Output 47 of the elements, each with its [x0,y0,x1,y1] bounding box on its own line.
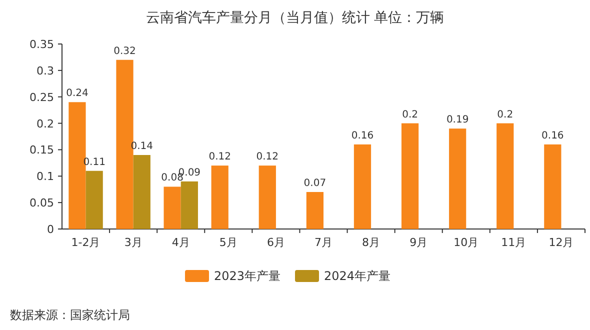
data-label: 0.2 [402,109,418,120]
y-tick-label: 0.15 [30,144,54,157]
x-tick-label: 6月 [266,236,285,249]
bar [180,181,198,229]
x-tick-label: 5月 [219,236,238,249]
data-label: 0.32 [114,46,136,57]
data-label: 0.16 [542,130,564,142]
data-label: 0.07 [304,178,326,189]
bar [544,144,562,229]
bar [401,123,419,229]
data-label: 0.2 [497,109,514,120]
source-note: 数据来源：国家统计局 [10,308,130,322]
legend-label: 2023年产量 [214,269,281,283]
data-label: 0.19 [446,114,469,126]
bar [449,128,466,229]
bar [258,166,276,229]
bar [133,155,150,229]
x-tick-label: 1-2月 [71,236,100,249]
bar [116,60,134,229]
bar [164,186,181,229]
y-tick-label: 0 [47,223,54,236]
data-label: 0.16 [351,130,374,142]
bar [354,144,372,229]
bar [306,192,324,229]
data-label: 0.12 [256,152,279,163]
y-tick-label: 0.1 [36,170,54,184]
data-label: 0.24 [66,88,88,100]
y-tick-label: 0.3 [36,64,54,78]
bar [86,170,103,229]
x-tick-label: 12月 [548,236,574,249]
y-tick-label: 0.35 [30,38,54,51]
bar [68,102,86,229]
x-tick-label: 8月 [362,236,380,249]
x-tick-label: 11月 [501,236,526,249]
legend-label: 2024年产量 [324,269,391,283]
y-tick-label: 0.25 [30,90,54,104]
x-tick-label: 9月 [410,236,428,249]
bar [211,166,228,229]
bar [496,123,514,229]
y-tick-label: 0.05 [30,196,54,210]
x-tick-label: 3月 [124,236,142,249]
x-tick-label: 10月 [454,236,479,249]
chart-title: 云南省汽车产量分月（当月值）统计 单位：万辆 [146,10,444,26]
x-tick-label: 4月 [172,236,190,249]
y-tick-label: 0.2 [36,117,54,130]
data-label: 0.12 [208,152,231,163]
x-tick-label: 7月 [314,236,332,249]
